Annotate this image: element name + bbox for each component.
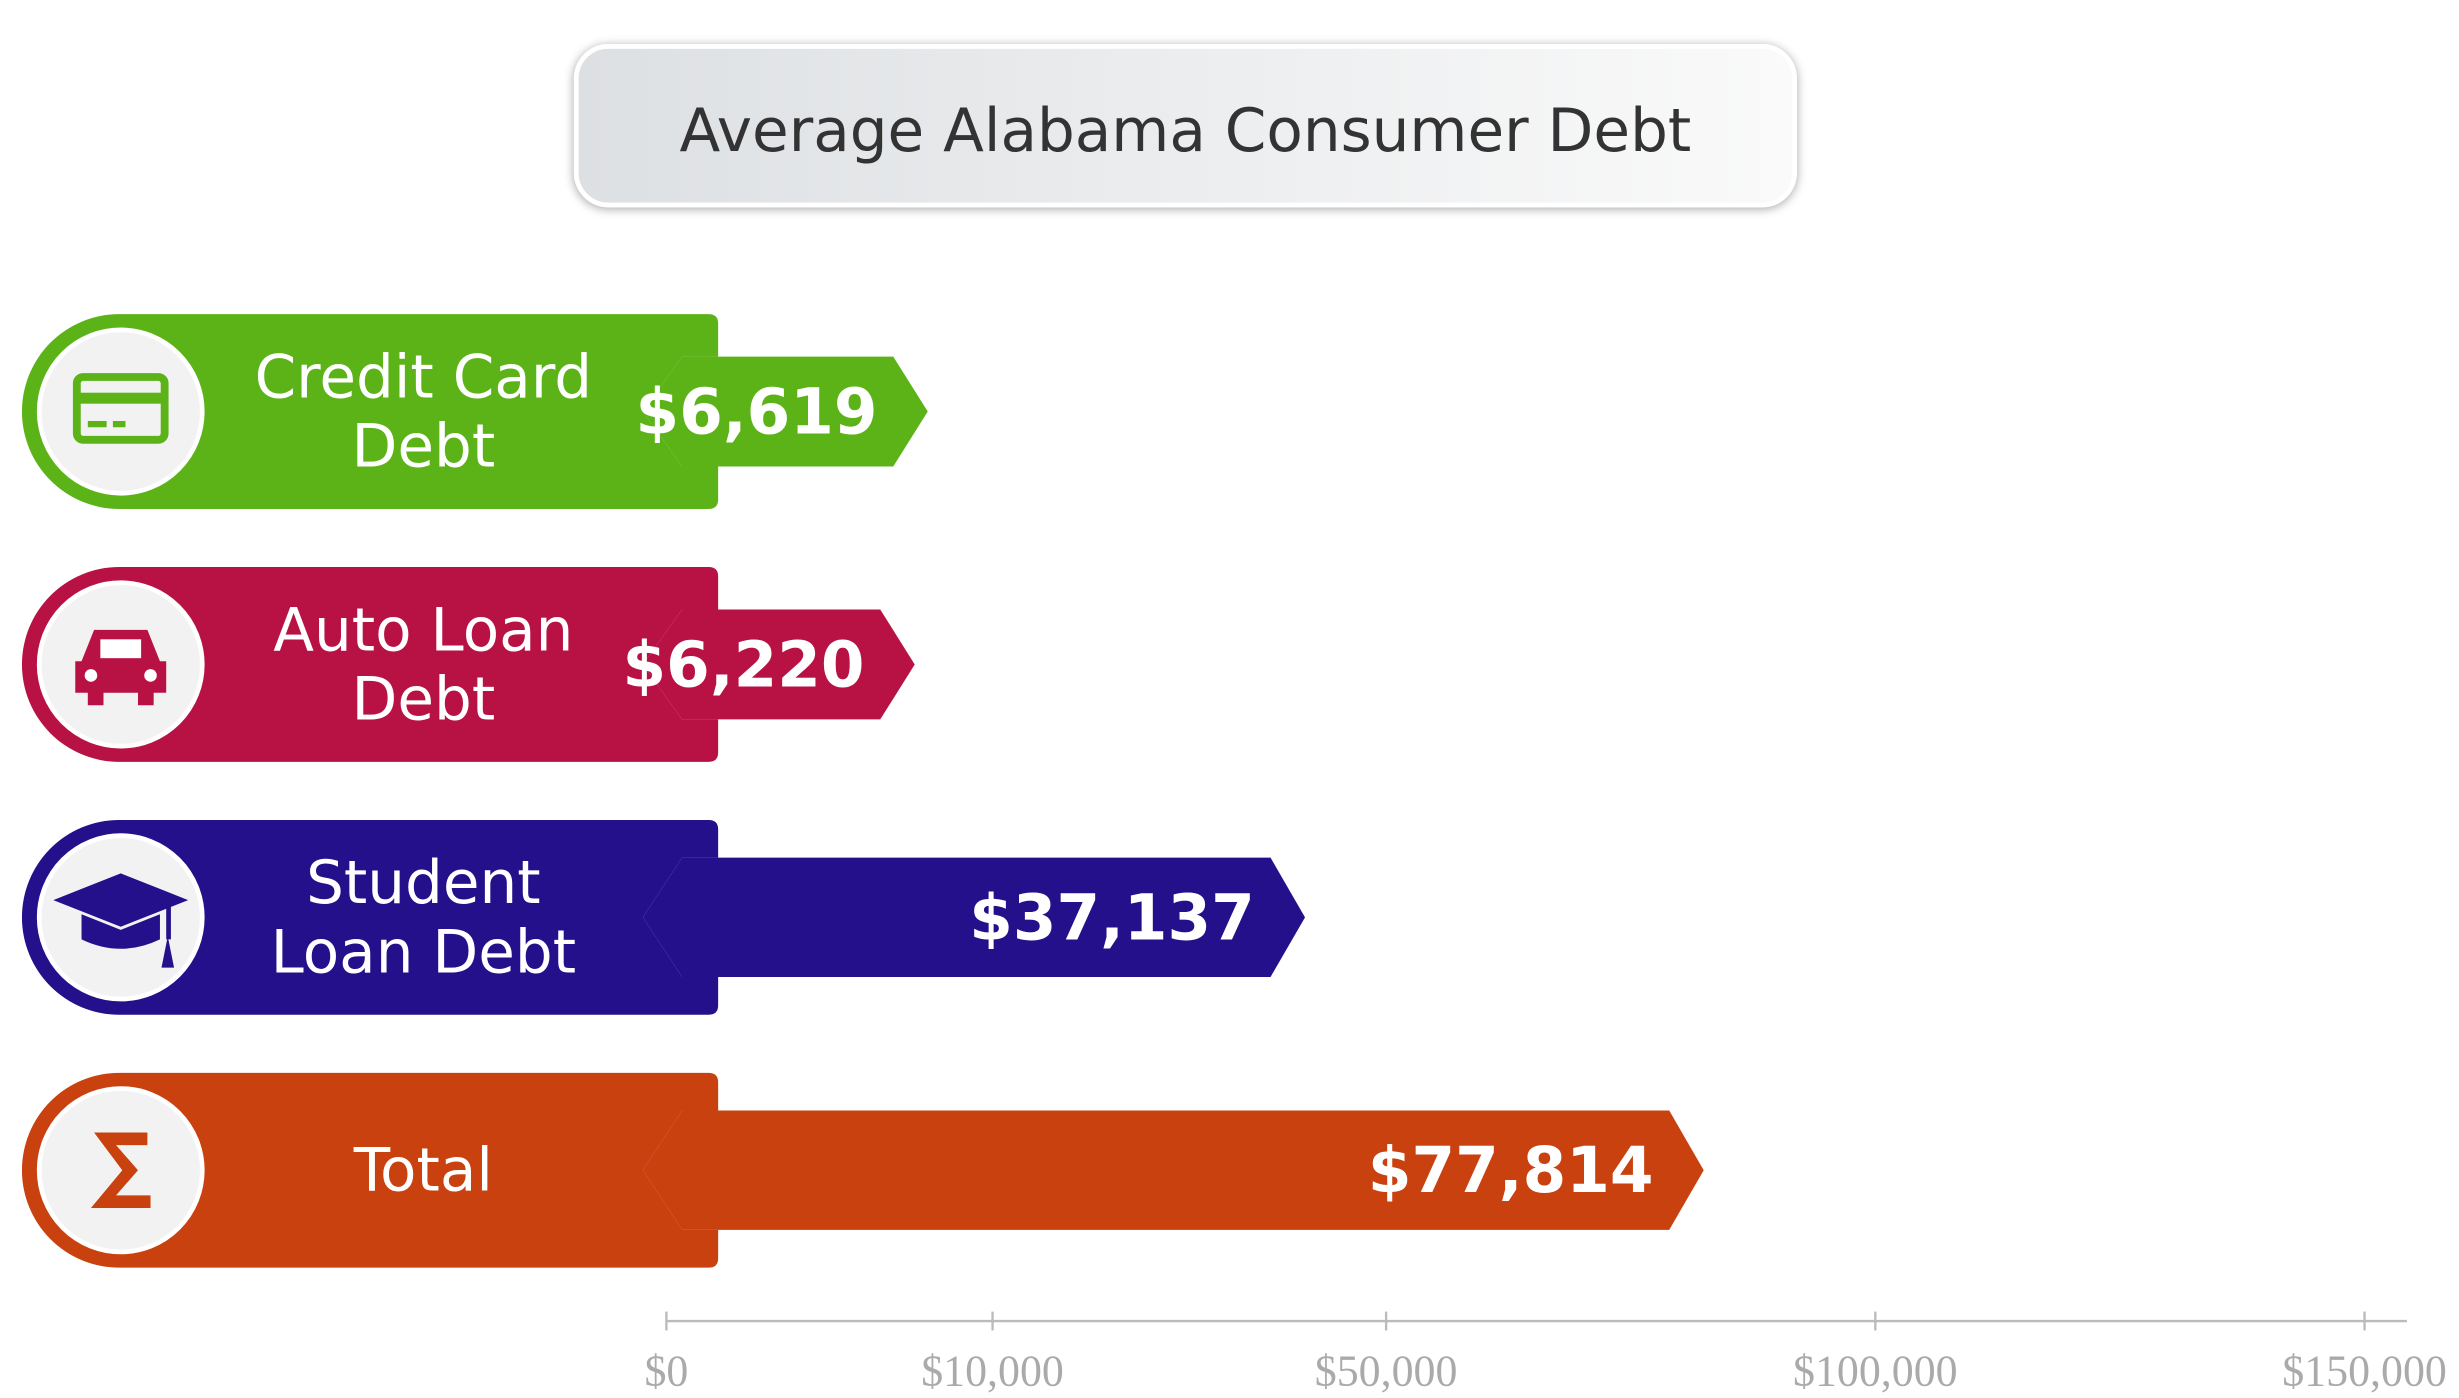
bar	[642, 609, 915, 720]
icon	[90, 1132, 151, 1208]
category-label: Credit Card Debt	[254, 342, 593, 481]
bar	[642, 857, 1306, 978]
icon-circle	[36, 1086, 205, 1255]
label-pill	[21, 1072, 719, 1268]
value-label: $77,814	[1368, 1134, 1654, 1207]
chart-title: Average Alabama Consumer Debt	[573, 43, 1797, 208]
label-pill	[21, 819, 719, 1015]
icon-circle	[36, 327, 205, 496]
icon	[75, 629, 167, 706]
x-tick-label: $100,000	[1793, 1346, 1958, 1395]
icon	[53, 873, 189, 968]
value-label: $37,137	[969, 881, 1255, 954]
icon	[72, 373, 169, 444]
category-label: Student Loan Debt	[270, 848, 577, 987]
x-tick-label: $10,000	[921, 1346, 1064, 1395]
x-tick-label: $150,000	[2282, 1346, 2447, 1395]
label-pill	[21, 314, 719, 509]
label-pill	[21, 567, 719, 762]
category-label: Total	[353, 1135, 493, 1205]
bar	[642, 356, 928, 467]
category-label: Auto Loan Debt	[273, 595, 574, 734]
x-tick-label: $0	[644, 1346, 688, 1395]
bar	[642, 1110, 1704, 1230]
value-label: $6,619	[636, 375, 878, 448]
x-tick-label: $50,000	[1315, 1346, 1458, 1395]
value-label: $6,220	[623, 628, 865, 701]
